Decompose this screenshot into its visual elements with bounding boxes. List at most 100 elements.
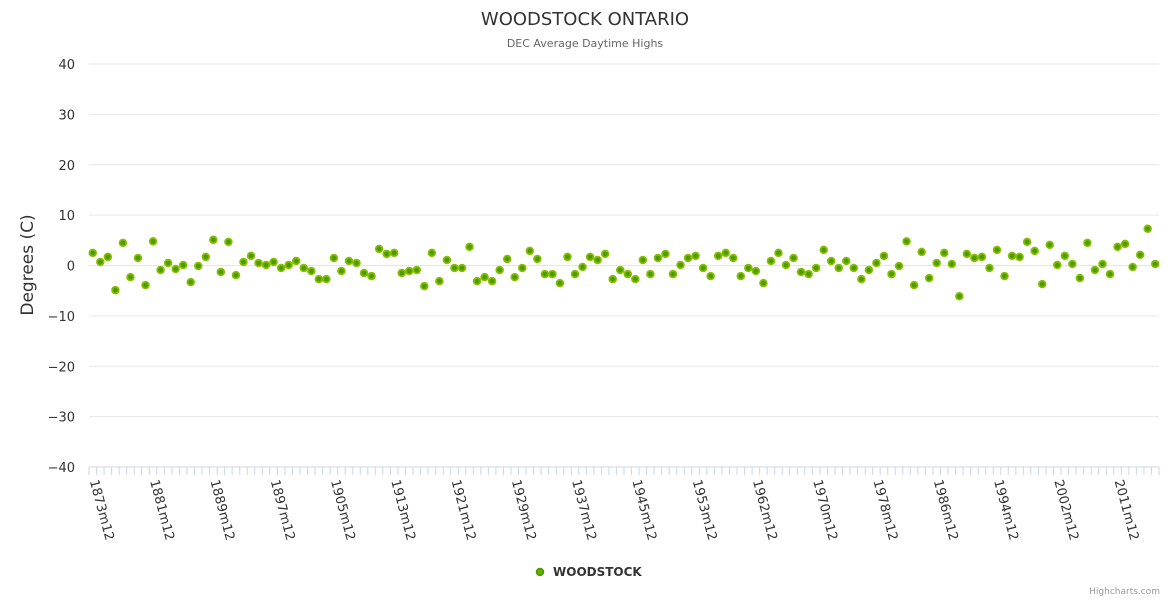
- data-point-core: [444, 257, 449, 262]
- data-point-core: [218, 270, 223, 275]
- x-tick-label: 1929m12: [508, 478, 539, 542]
- data-point-core: [814, 266, 819, 271]
- data-point-core: [151, 239, 156, 244]
- data-point-core: [128, 275, 133, 280]
- data-point-core: [580, 265, 585, 270]
- data-point-core: [362, 271, 367, 276]
- data-point-core: [135, 255, 140, 260]
- data-point-core: [512, 275, 517, 280]
- data-point-core: [1032, 248, 1037, 253]
- data-point-core: [603, 251, 608, 256]
- data-point-core: [994, 247, 999, 252]
- data-point-core: [844, 258, 849, 263]
- data-point-core: [753, 269, 758, 274]
- data-point-core: [799, 270, 804, 275]
- data-point-core: [120, 240, 125, 245]
- data-point-core: [256, 260, 261, 265]
- data-point-core: [1040, 282, 1045, 287]
- data-point-core: [761, 281, 766, 286]
- data-point-core: [301, 266, 306, 271]
- data-point-core: [784, 262, 789, 267]
- data-point-core: [1047, 242, 1052, 247]
- data-point-core: [678, 262, 683, 267]
- credits-link[interactable]: Highcharts.com: [1089, 587, 1160, 597]
- data-point-core: [377, 246, 382, 251]
- x-tick-label: 2011m12: [1111, 478, 1142, 542]
- data-point-core: [1070, 261, 1075, 266]
- x-tick-label: 1889m12: [206, 478, 237, 542]
- data-point-core: [693, 253, 698, 258]
- data-point-core: [264, 262, 269, 267]
- data-point-core: [949, 261, 954, 266]
- data-point-core: [452, 266, 457, 271]
- data-point-core: [550, 272, 555, 277]
- data-point-core: [369, 274, 374, 279]
- data-point-core: [934, 260, 939, 265]
- data-point-core: [1138, 252, 1143, 257]
- data-point-core: [791, 255, 796, 260]
- data-point-core: [565, 254, 570, 259]
- data-point-core: [1123, 241, 1128, 246]
- chart-title: WOODSTOCK ONTARIO: [481, 9, 689, 30]
- data-point-core: [746, 266, 751, 271]
- data-point-core: [437, 279, 442, 284]
- data-point-core: [1108, 272, 1113, 277]
- data-point-core: [573, 272, 578, 277]
- data-point-core: [196, 264, 201, 269]
- data-point-core: [866, 268, 871, 273]
- legend-item-woodstock[interactable]: WOODSTOCK: [535, 565, 643, 579]
- data-point-core: [181, 262, 186, 267]
- data-point-core: [633, 277, 638, 282]
- data-point-core: [663, 251, 668, 256]
- data-point-core: [535, 256, 540, 261]
- x-tick-label: 1962m12: [749, 478, 780, 542]
- data-point-core: [557, 281, 562, 286]
- data-point-core: [211, 237, 216, 242]
- data-point-core: [768, 258, 773, 263]
- data-point-core: [414, 268, 419, 273]
- x-tick-label: 1953m12: [689, 478, 720, 542]
- data-point-core: [346, 258, 351, 263]
- data-point-core: [422, 284, 427, 289]
- data-point-core: [505, 256, 510, 261]
- data-point-core: [1153, 261, 1158, 266]
- data-point-core: [731, 255, 736, 260]
- data-point-core: [90, 250, 95, 255]
- data-point-core: [331, 255, 336, 260]
- data-point-core: [271, 259, 276, 264]
- data-point-core: [407, 269, 412, 274]
- data-point-core: [1010, 253, 1015, 258]
- data-point-core: [339, 269, 344, 274]
- data-point-core: [203, 254, 208, 259]
- data-point-core: [490, 279, 495, 284]
- data-point-core: [1062, 253, 1067, 258]
- data-point-core: [113, 288, 118, 293]
- x-tick-label: 1986m12: [930, 478, 961, 542]
- data-point-core: [249, 253, 254, 258]
- data-point-core: [618, 268, 623, 273]
- data-point-core: [972, 255, 977, 260]
- data-point-core: [226, 239, 231, 244]
- data-point-core: [897, 264, 902, 269]
- data-point-core: [919, 249, 924, 254]
- data-point-core: [233, 273, 238, 278]
- data-point-core: [399, 271, 404, 276]
- data-point-core: [392, 250, 397, 255]
- data-point-core: [1077, 276, 1082, 281]
- data-point-core: [497, 268, 502, 273]
- data-point-core: [173, 267, 178, 272]
- x-tick-label: 1937m12: [568, 478, 599, 542]
- data-point-core: [874, 260, 879, 265]
- data-point-core: [467, 244, 472, 249]
- data-point-core: [670, 272, 675, 277]
- data-point-core: [701, 266, 706, 271]
- y-tick-label: 10: [58, 209, 75, 224]
- x-tick-label: 1921m12: [448, 478, 479, 542]
- data-point-core: [686, 255, 691, 260]
- data-point-core: [889, 272, 894, 277]
- y-tick-label: −10: [48, 310, 75, 325]
- x-tick-label: 1913m12: [387, 478, 418, 542]
- y-axis-label: Degrees (C): [18, 214, 38, 315]
- data-point-core: [1085, 240, 1090, 245]
